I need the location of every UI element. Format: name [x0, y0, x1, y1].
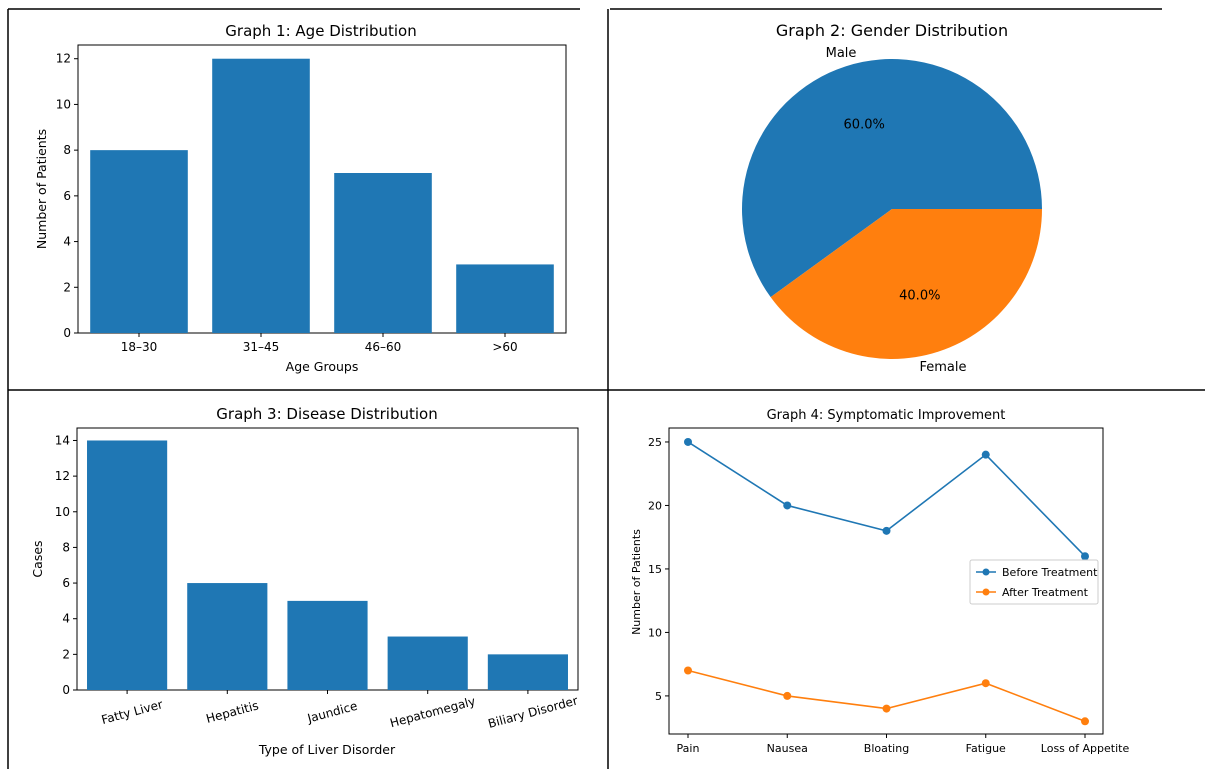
y-tick-label: 4	[62, 612, 70, 626]
y-tick-label: 6	[62, 576, 70, 590]
bar	[87, 440, 168, 690]
chart-title: Graph 1: Age Distribution	[225, 22, 416, 40]
data-point	[783, 501, 792, 510]
legend-swatch-marker	[982, 588, 990, 596]
x-tick-label: Fatigue	[966, 742, 1006, 755]
plot-frame	[77, 44, 567, 334]
bar	[187, 583, 268, 690]
chart-symptomatic-improvement: Graph 4: Symptomatic Improvement Number …	[630, 408, 1129, 755]
chart-gender-distribution: Graph 2: Gender Distribution Male 60.0% Fe…	[741, 21, 1042, 375]
y-axis-label: Number of Patients	[34, 129, 49, 249]
y-tick-label: 15	[648, 563, 662, 576]
y-tick-label: 10	[55, 505, 70, 519]
data-point	[981, 679, 990, 688]
data-point	[684, 437, 692, 446]
bar	[387, 636, 468, 690]
table-borders	[7, 8, 1205, 769]
bar	[212, 58, 310, 333]
x-axis-label: Age Groups	[286, 359, 359, 374]
data-point	[684, 666, 692, 675]
x-tick-label: 31–45	[243, 340, 280, 354]
y-tick-label: 12	[56, 52, 71, 66]
y-tick-label: 4	[63, 235, 71, 249]
series-line	[687, 669, 1086, 723]
data-point	[1081, 552, 1089, 561]
legend-entry: Before Treatment	[1002, 566, 1098, 579]
pie-pct-label: 60.0%	[844, 117, 885, 132]
chart-disease-distribution: Graph 3: Disease Distribution Type of Li…	[30, 405, 579, 757]
data-point	[1081, 717, 1089, 726]
legend-entry: After Treatment	[1002, 586, 1089, 599]
y-tick-label: 20	[648, 499, 662, 512]
x-tick-label: Biliary Disorder	[486, 693, 579, 730]
legend-swatch-marker	[982, 568, 990, 576]
x-tick-label: >60	[492, 340, 517, 354]
y-tick-label: 2	[62, 647, 70, 661]
bar	[456, 264, 554, 333]
pie-label: Male	[826, 46, 857, 61]
x-tick-label: Pain	[677, 742, 700, 755]
y-tick-label: 10	[56, 97, 71, 111]
x-tick-label: 18–30	[121, 340, 158, 354]
y-tick-label: 8	[62, 540, 70, 554]
chart-title: Graph 3: Disease Distribution	[216, 405, 437, 423]
bar	[334, 173, 432, 333]
y-tick-label: 6	[63, 189, 71, 203]
data-point	[882, 704, 891, 713]
y-tick-label: 12	[55, 469, 70, 483]
y-tick-label: 0	[63, 326, 71, 340]
y-tick-label: 8	[63, 143, 71, 157]
y-axis-label: Cases	[30, 540, 45, 577]
pie-label: Female	[919, 360, 966, 375]
data-point	[981, 450, 990, 459]
y-tick-label: 25	[648, 436, 662, 449]
chart-age-distribution: Graph 1: Age Distribution Age Groups Num…	[34, 22, 567, 374]
x-axis-label: Type of Liver Disorder	[258, 742, 396, 757]
chart-title: Graph 4: Symptomatic Improvement	[767, 408, 1006, 423]
bar	[487, 654, 568, 690]
x-tick-label: Hepatitis	[205, 698, 261, 725]
pie-pct-label: 40.0%	[899, 289, 940, 304]
legend-box	[969, 559, 1099, 605]
x-tick-label: 46–60	[365, 340, 402, 354]
chart-title: Graph 2: Gender Distribution	[776, 21, 1008, 40]
pie-slice	[741, 58, 1042, 298]
series-line	[687, 441, 1086, 557]
y-tick-label: 0	[62, 683, 70, 697]
x-tick-label: Bloating	[864, 742, 909, 755]
pie-slice	[770, 209, 1042, 359]
bar	[287, 600, 368, 690]
bar	[90, 150, 188, 333]
data-point	[882, 526, 891, 535]
y-tick-label: 5	[655, 690, 662, 703]
x-tick-label: Loss of Appetite	[1041, 742, 1130, 755]
y-axis-label: Number of Patients	[630, 529, 643, 635]
x-tick-label: Hepatomegaly	[388, 694, 477, 730]
x-tick-label: Jaundice	[305, 699, 359, 726]
y-tick-label: 14	[55, 433, 70, 447]
data-point	[783, 691, 792, 700]
x-tick-label: Nausea	[767, 742, 808, 755]
y-tick-label: 10	[648, 626, 662, 639]
y-tick-label: 2	[63, 280, 71, 294]
x-tick-label: Fatty Liver	[100, 697, 164, 727]
